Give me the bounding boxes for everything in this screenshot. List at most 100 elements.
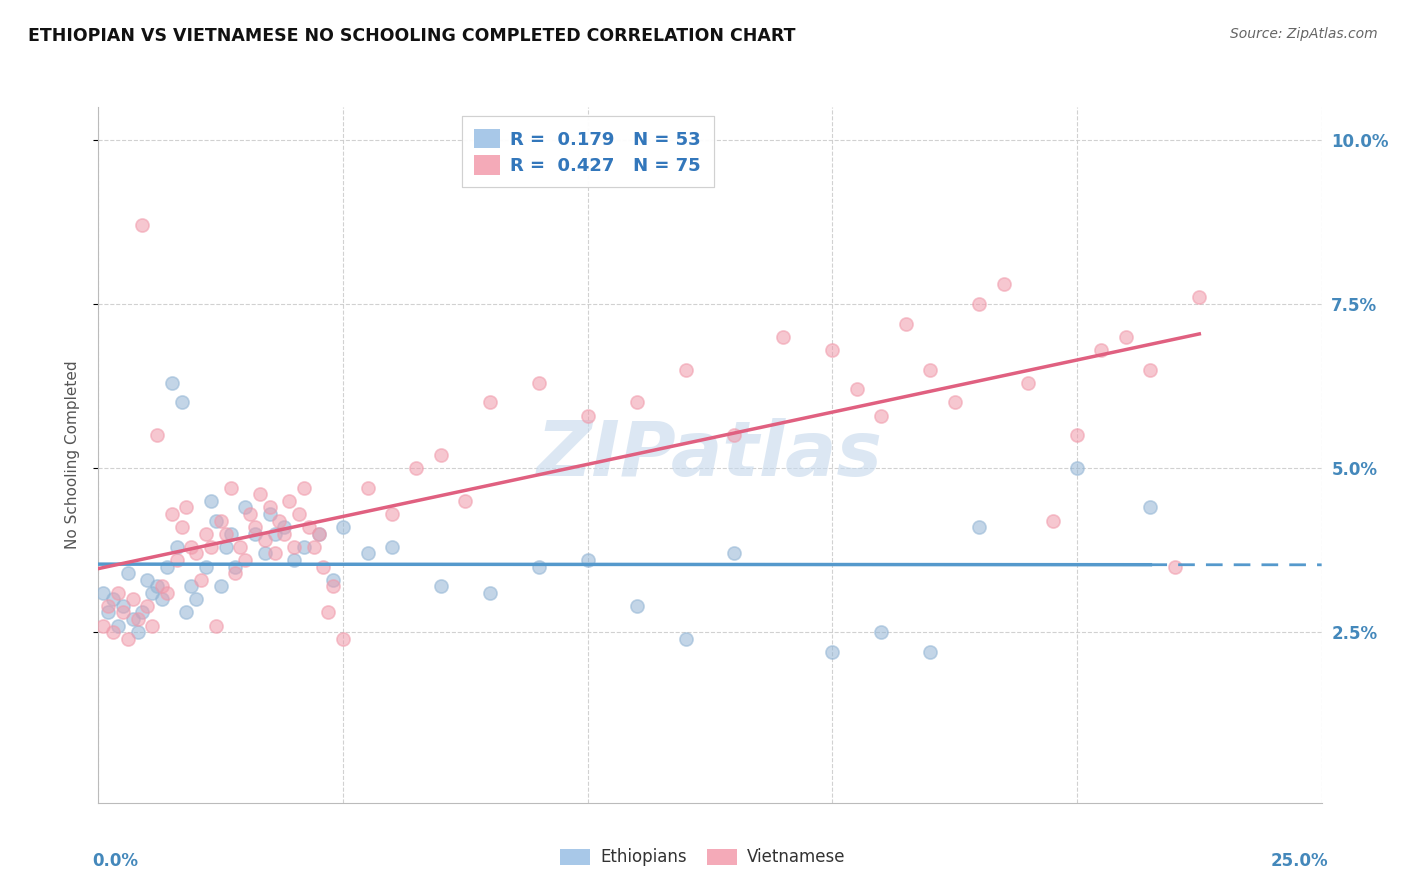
Point <box>186 592 208 607</box>
Point <box>273 520 295 534</box>
Text: 0.0%: 0.0% <box>93 852 138 870</box>
Point <box>821 343 844 357</box>
Point <box>97 599 120 613</box>
Point <box>430 448 453 462</box>
Point <box>176 500 198 515</box>
Point <box>146 428 169 442</box>
Point <box>405 461 427 475</box>
Point <box>920 362 942 376</box>
Y-axis label: No Schooling Completed: No Schooling Completed <box>65 360 80 549</box>
Text: Source: ZipAtlas.com: Source: ZipAtlas.com <box>1230 27 1378 41</box>
Point <box>195 526 218 541</box>
Point <box>170 520 193 534</box>
Point <box>292 481 315 495</box>
Point <box>253 533 276 548</box>
Point <box>302 540 325 554</box>
Point <box>308 526 330 541</box>
Point <box>381 507 404 521</box>
Point <box>318 606 340 620</box>
Point <box>239 507 262 521</box>
Point <box>263 546 285 560</box>
Point <box>576 553 599 567</box>
Point <box>101 625 124 640</box>
Point <box>180 540 202 554</box>
Point <box>243 526 266 541</box>
Point <box>283 553 305 567</box>
Point <box>967 520 990 534</box>
Legend: R =  0.179   N = 53, R =  0.427   N = 75: R = 0.179 N = 53, R = 0.427 N = 75 <box>461 116 714 187</box>
Point <box>920 645 942 659</box>
Point <box>229 540 252 554</box>
Point <box>127 625 149 640</box>
Point <box>298 520 321 534</box>
Point <box>195 559 218 574</box>
Point <box>176 606 198 620</box>
Point <box>166 553 188 567</box>
Point <box>430 579 453 593</box>
Point <box>626 395 648 409</box>
Point <box>150 579 173 593</box>
Point <box>1090 343 1112 357</box>
Point <box>156 559 179 574</box>
Point <box>278 494 301 508</box>
Point <box>312 559 335 574</box>
Point <box>146 579 169 593</box>
Point <box>117 566 139 580</box>
Point <box>209 579 232 593</box>
Point <box>1139 362 1161 376</box>
Point <box>269 514 291 528</box>
Point <box>127 612 149 626</box>
Point <box>263 526 285 541</box>
Point <box>219 481 242 495</box>
Point <box>1164 559 1187 574</box>
Point <box>214 540 236 554</box>
Point <box>91 618 114 632</box>
Point <box>136 573 159 587</box>
Point <box>1066 428 1088 442</box>
Point <box>111 599 134 613</box>
Point <box>332 520 354 534</box>
Point <box>243 520 266 534</box>
Point <box>356 481 378 495</box>
Point <box>576 409 599 423</box>
Point <box>141 618 163 632</box>
Point <box>870 409 893 423</box>
Point <box>1017 376 1039 390</box>
Point <box>381 540 404 554</box>
Point <box>121 612 143 626</box>
Point <box>478 395 501 409</box>
Point <box>1188 290 1211 304</box>
Point <box>224 559 246 574</box>
Point <box>821 645 844 659</box>
Point <box>993 277 1015 292</box>
Point <box>454 494 477 508</box>
Point <box>943 395 966 409</box>
Point <box>308 526 330 541</box>
Point <box>1066 461 1088 475</box>
Point <box>233 553 256 567</box>
Point <box>214 526 236 541</box>
Point <box>233 500 256 515</box>
Point <box>205 514 228 528</box>
Point <box>150 592 173 607</box>
Point <box>845 382 868 396</box>
Point <box>160 376 183 390</box>
Point <box>170 395 193 409</box>
Point <box>894 317 917 331</box>
Point <box>626 599 648 613</box>
Point <box>772 330 794 344</box>
Point <box>1042 514 1064 528</box>
Point <box>283 540 305 554</box>
Point <box>190 573 212 587</box>
Point <box>723 546 745 560</box>
Point <box>200 494 222 508</box>
Point <box>101 592 124 607</box>
Point <box>200 540 222 554</box>
Point <box>166 540 188 554</box>
Point <box>292 540 315 554</box>
Point <box>322 579 344 593</box>
Point <box>675 632 697 646</box>
Point <box>288 507 311 521</box>
Point <box>273 526 295 541</box>
Point <box>1139 500 1161 515</box>
